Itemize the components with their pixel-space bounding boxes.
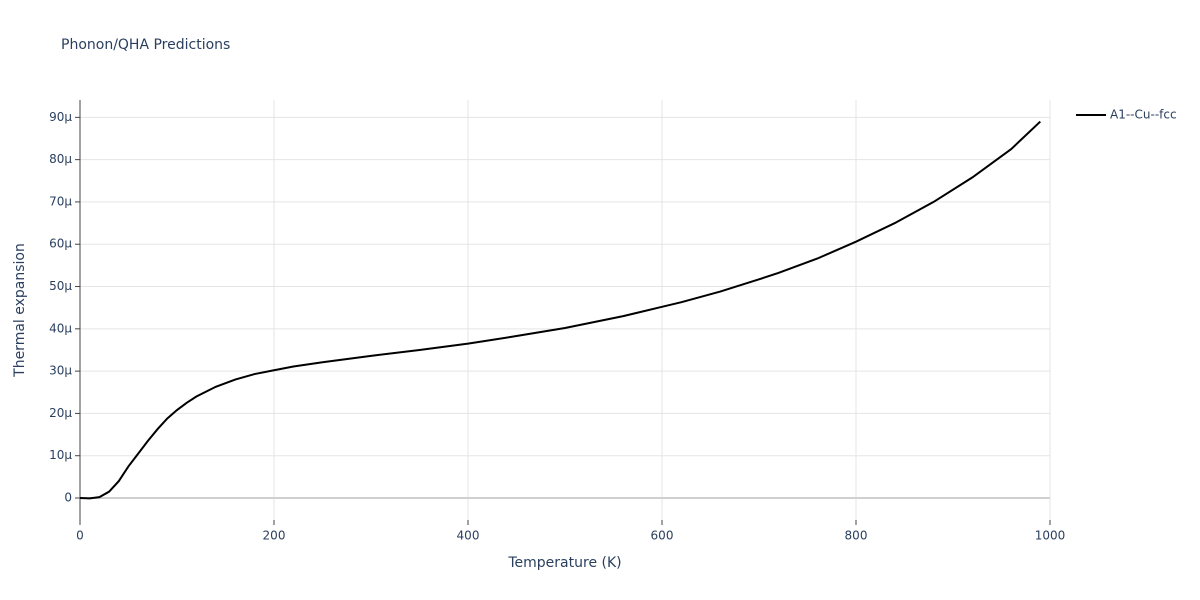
legend-label: A1--Cu--fcc — [1110, 108, 1177, 122]
y-tick-label: 40µ — [49, 321, 72, 335]
x-tick-label: 400 — [457, 529, 480, 543]
x-tick-label: 1000 — [1035, 529, 1066, 543]
y-tick-label: 70µ — [49, 194, 72, 208]
line — [79, 120, 1041, 500]
x-tick-label: 600 — [651, 529, 674, 543]
chart-title: Phonon/QHA Predictions — [61, 37, 230, 53]
x-tick-label: 200 — [263, 529, 286, 543]
x-tick-label: 0 — [76, 529, 84, 543]
y-tick-label: 80µ — [49, 152, 72, 166]
y-tick-label: 50µ — [49, 279, 72, 293]
x-tick-label: 800 — [845, 529, 868, 543]
y-tick-label: 30µ — [49, 364, 72, 378]
y-tick-label: 20µ — [49, 406, 72, 420]
y-tick-label: 10µ — [49, 448, 72, 462]
y-tick-label: 90µ — [49, 110, 72, 124]
y-axis-label: Thermal expansion — [12, 243, 28, 378]
y-tick-label: 60µ — [49, 237, 72, 251]
x-axis-label: Temperature (K) — [507, 555, 621, 571]
y-tick-label: 0 — [64, 491, 72, 505]
